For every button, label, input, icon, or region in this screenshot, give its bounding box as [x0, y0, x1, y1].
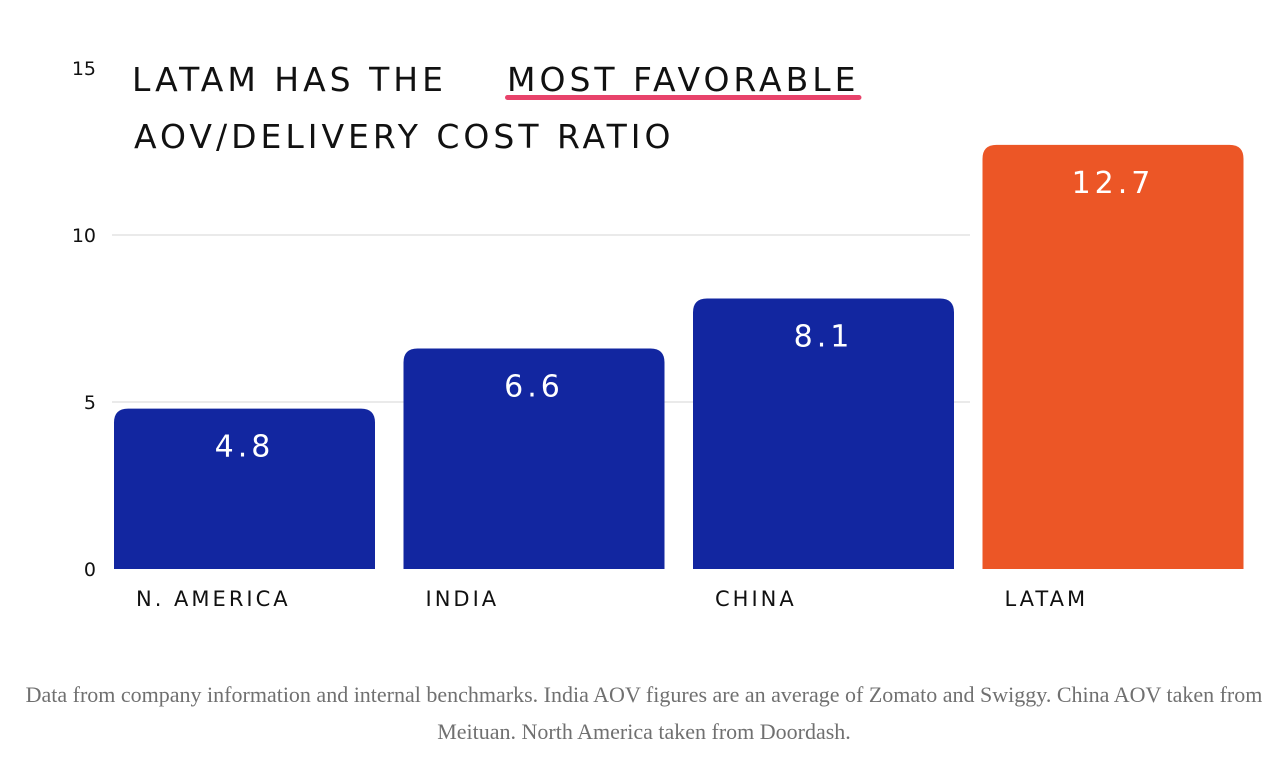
- bar-value-label: 6.6: [504, 370, 564, 405]
- x-category-label: N. AMERICA: [136, 587, 291, 611]
- chart-title-line-3: AOV/DELIVERY COST RATIO: [134, 117, 674, 156]
- x-category-label: LATAM: [1005, 587, 1089, 611]
- y-tick-label: 5: [84, 392, 96, 414]
- bar-value-label: 4.8: [215, 430, 275, 465]
- title-underline: [505, 95, 862, 100]
- bar-chart: 4.8 6.6 8.1 12.7 0 5 10 15 N. AMERICA INDIA CHIN…: [72, 58, 1244, 611]
- x-category-label: INDIA: [426, 587, 500, 611]
- chart-title-line-2: MOST FAVORABLE: [507, 60, 859, 99]
- bars: 4.8 6.6 8.1 12.7: [114, 144, 1244, 569]
- bar-value-label: 12.7: [1072, 166, 1155, 201]
- y-axis-ticks: 0 5 10 15: [72, 58, 96, 581]
- chart-title-line-1: LATAM HAS THE: [132, 60, 447, 99]
- chart-title: LATAM HAS THE MOST FAVORABLE AOV/DELIVER…: [132, 60, 862, 156]
- x-category-label: CHINA: [715, 587, 797, 611]
- bar-n-america: [114, 408, 375, 569]
- y-tick-label: 0: [84, 559, 96, 581]
- y-tick-label: 10: [72, 225, 96, 247]
- chart-caption: Data from company information and intern…: [25, 682, 1263, 744]
- bar-india: [403, 348, 665, 569]
- bar-value-label: 8.1: [794, 319, 854, 354]
- y-tick-label: 15: [72, 58, 96, 80]
- bar-china: [693, 298, 954, 569]
- bar-latam: [982, 144, 1244, 569]
- x-axis-categories: N. AMERICA INDIA CHINA LATAM: [136, 587, 1089, 611]
